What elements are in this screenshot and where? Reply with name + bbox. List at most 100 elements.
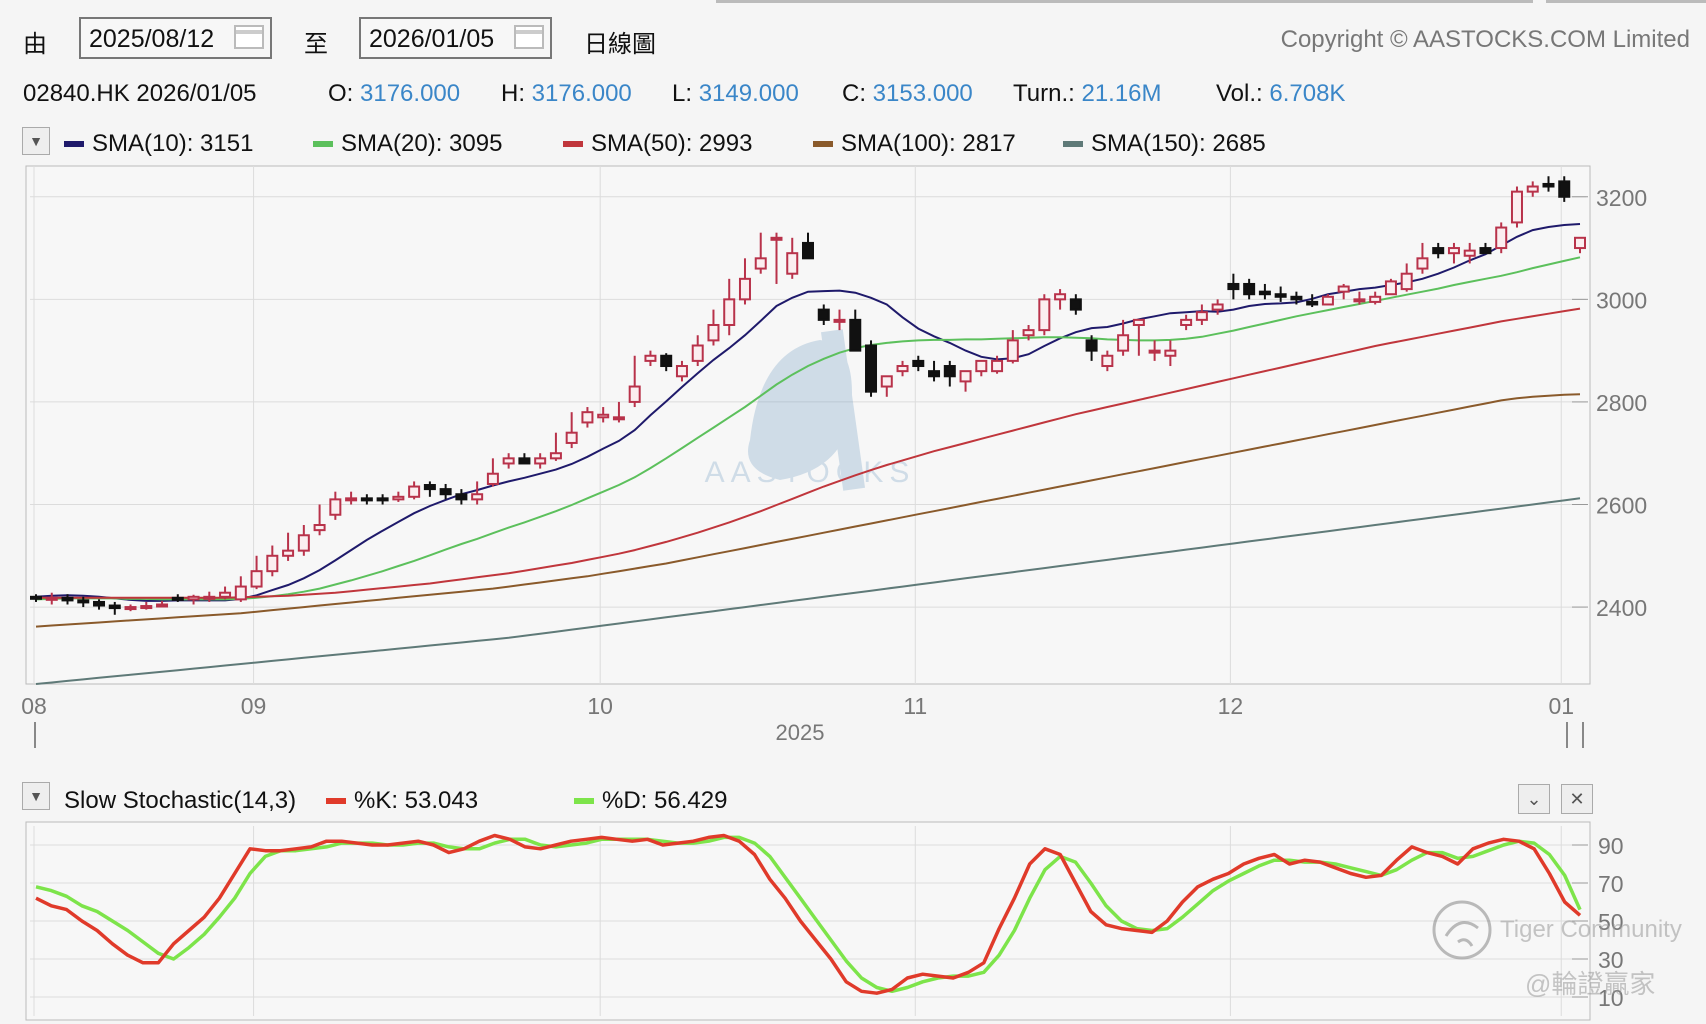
- turnover-value: 21.16M: [1081, 80, 1162, 107]
- sma-legend-item: SMA(50): 2993: [563, 130, 752, 158]
- from-date-value: 2025/08/12: [89, 25, 215, 53]
- sma-legend-item: SMA(100): 2817: [813, 130, 1016, 158]
- sma-legend-item: SMA(20): 3095: [313, 130, 502, 158]
- candle-body: [345, 497, 358, 502]
- candle-body: [234, 585, 247, 601]
- sma-line-100: [35, 393, 1581, 628]
- candle-body: [282, 549, 295, 557]
- candle-body: [1542, 182, 1555, 188]
- candle-body: [1353, 298, 1366, 303]
- price-chart[interactable]: AASTOCKS 2400 2600 2800 3000 3200 08 09 10 11 12 0…: [0, 0, 1706, 760]
- price-x-tick-label: 01: [1548, 693, 1574, 719]
- stoch-y-tick-label: 50: [1598, 909, 1624, 935]
- from-date-input[interactable]: 2025/08/12: [79, 17, 272, 59]
- candle-body: [1495, 226, 1508, 250]
- candle-body: [1022, 329, 1035, 337]
- candle-body: [455, 493, 468, 501]
- price-x-tick-label: 11: [903, 693, 927, 719]
- candle-body: [439, 488, 452, 496]
- close-quote: C: 3153.000: [842, 80, 973, 108]
- price-x-tick-label: 12: [1218, 693, 1244, 719]
- candle-body: [1369, 295, 1382, 303]
- candle-body: [1195, 311, 1208, 321]
- volume-label: Vol.:: [1216, 80, 1263, 107]
- tiger-community-watermark: Tiger Community @輪證贏家: [1432, 900, 1682, 999]
- candle-body: [313, 524, 326, 532]
- to-label: 至: [304, 31, 328, 58]
- candle-body: [1290, 295, 1303, 301]
- candle-body: [93, 600, 106, 607]
- price-y-tick-label: 3200: [1596, 185, 1647, 211]
- candle-body: [502, 457, 515, 465]
- price-x-tick-label: 08: [21, 693, 47, 719]
- candle-body: [392, 495, 405, 501]
- candle-body: [660, 354, 673, 368]
- candle-body: [1006, 339, 1019, 362]
- price-y-tick-label: 2600: [1596, 492, 1647, 518]
- candle-body: [565, 431, 578, 444]
- candle-body: [1447, 247, 1460, 255]
- high-value: 3176.000: [531, 80, 632, 107]
- collapse-chevron-icon[interactable]: ⌄: [1518, 784, 1550, 814]
- high-quote: H: 3176.000: [501, 80, 632, 108]
- chart-type-label[interactable]: 日線圖: [584, 31, 656, 58]
- close-label: C:: [842, 80, 866, 107]
- candle-body: [250, 570, 263, 588]
- candle-body: [329, 498, 342, 516]
- candle-body: [518, 457, 531, 465]
- sma-dropdown-icon[interactable]: ▼: [22, 127, 50, 155]
- stoch-title: Slow Stochastic(14,3): [64, 787, 297, 814]
- calendar-icon[interactable]: [234, 25, 264, 49]
- k-legend-item: %K: 53.043: [326, 787, 478, 815]
- candle-body: [376, 497, 389, 502]
- price-y-tick-label: 2400: [1596, 595, 1647, 621]
- sma-swatch: [313, 141, 333, 147]
- low-label: L:: [672, 80, 693, 107]
- candle-body: [1243, 282, 1256, 296]
- candle-body: [140, 605, 153, 610]
- d-legend-item: %D: 56.429: [574, 787, 727, 815]
- candle-body: [1558, 180, 1571, 198]
- candle-body: [707, 323, 720, 342]
- calendar-icon[interactable]: [514, 25, 544, 49]
- candle-body: [896, 365, 909, 373]
- candle-body: [912, 359, 925, 368]
- candle-body: [408, 485, 421, 498]
- candle-body: [1510, 190, 1523, 224]
- candle-body: [865, 344, 878, 393]
- candle-body: [156, 603, 169, 608]
- sma-legend-label: SMA(100): 2817: [841, 130, 1016, 157]
- k-line: [35, 833, 1582, 995]
- tiger-logo-mark: [1444, 921, 1479, 947]
- close-icon[interactable]: ✕: [1561, 784, 1593, 814]
- stoch-dropdown-icon[interactable]: ▼: [22, 782, 50, 810]
- copyright-text: Copyright © AASTOCKS.COM Limited: [1280, 26, 1690, 53]
- sma-line-150: [35, 497, 1581, 685]
- sma-line-20: [35, 256, 1581, 601]
- sma-swatch: [813, 141, 833, 147]
- candle-body: [360, 497, 373, 502]
- candle-body: [691, 344, 704, 362]
- candle-body: [1258, 290, 1271, 296]
- candle-body: [754, 257, 767, 270]
- to-date-input[interactable]: 2026/01/05: [359, 17, 552, 59]
- candle-body: [880, 375, 893, 388]
- candle-body: [1101, 354, 1114, 368]
- volume-quote: Vol.: 6.708K: [1216, 80, 1345, 108]
- candle-body: [786, 252, 799, 275]
- candle-body: [1069, 298, 1082, 311]
- candle-body: [549, 452, 562, 460]
- candle-body: [628, 385, 641, 403]
- sma-line-50: [36, 307, 1581, 599]
- tiger-logo-icon: [1432, 900, 1492, 960]
- stoch-y-tick-label: 10: [1598, 985, 1624, 1011]
- turnover-label: Turn.:: [1013, 80, 1075, 107]
- candle-body: [1479, 247, 1492, 255]
- d-legend-label: %D: 56.429: [602, 787, 728, 814]
- candle-body: [1384, 280, 1397, 296]
- sma-legend-label: SMA(20): 3095: [341, 130, 503, 157]
- candle-body: [486, 472, 499, 485]
- candle-body: [1148, 349, 1161, 354]
- candle-body: [124, 606, 137, 611]
- aastocks-watermark: AASTOCKS: [705, 329, 909, 491]
